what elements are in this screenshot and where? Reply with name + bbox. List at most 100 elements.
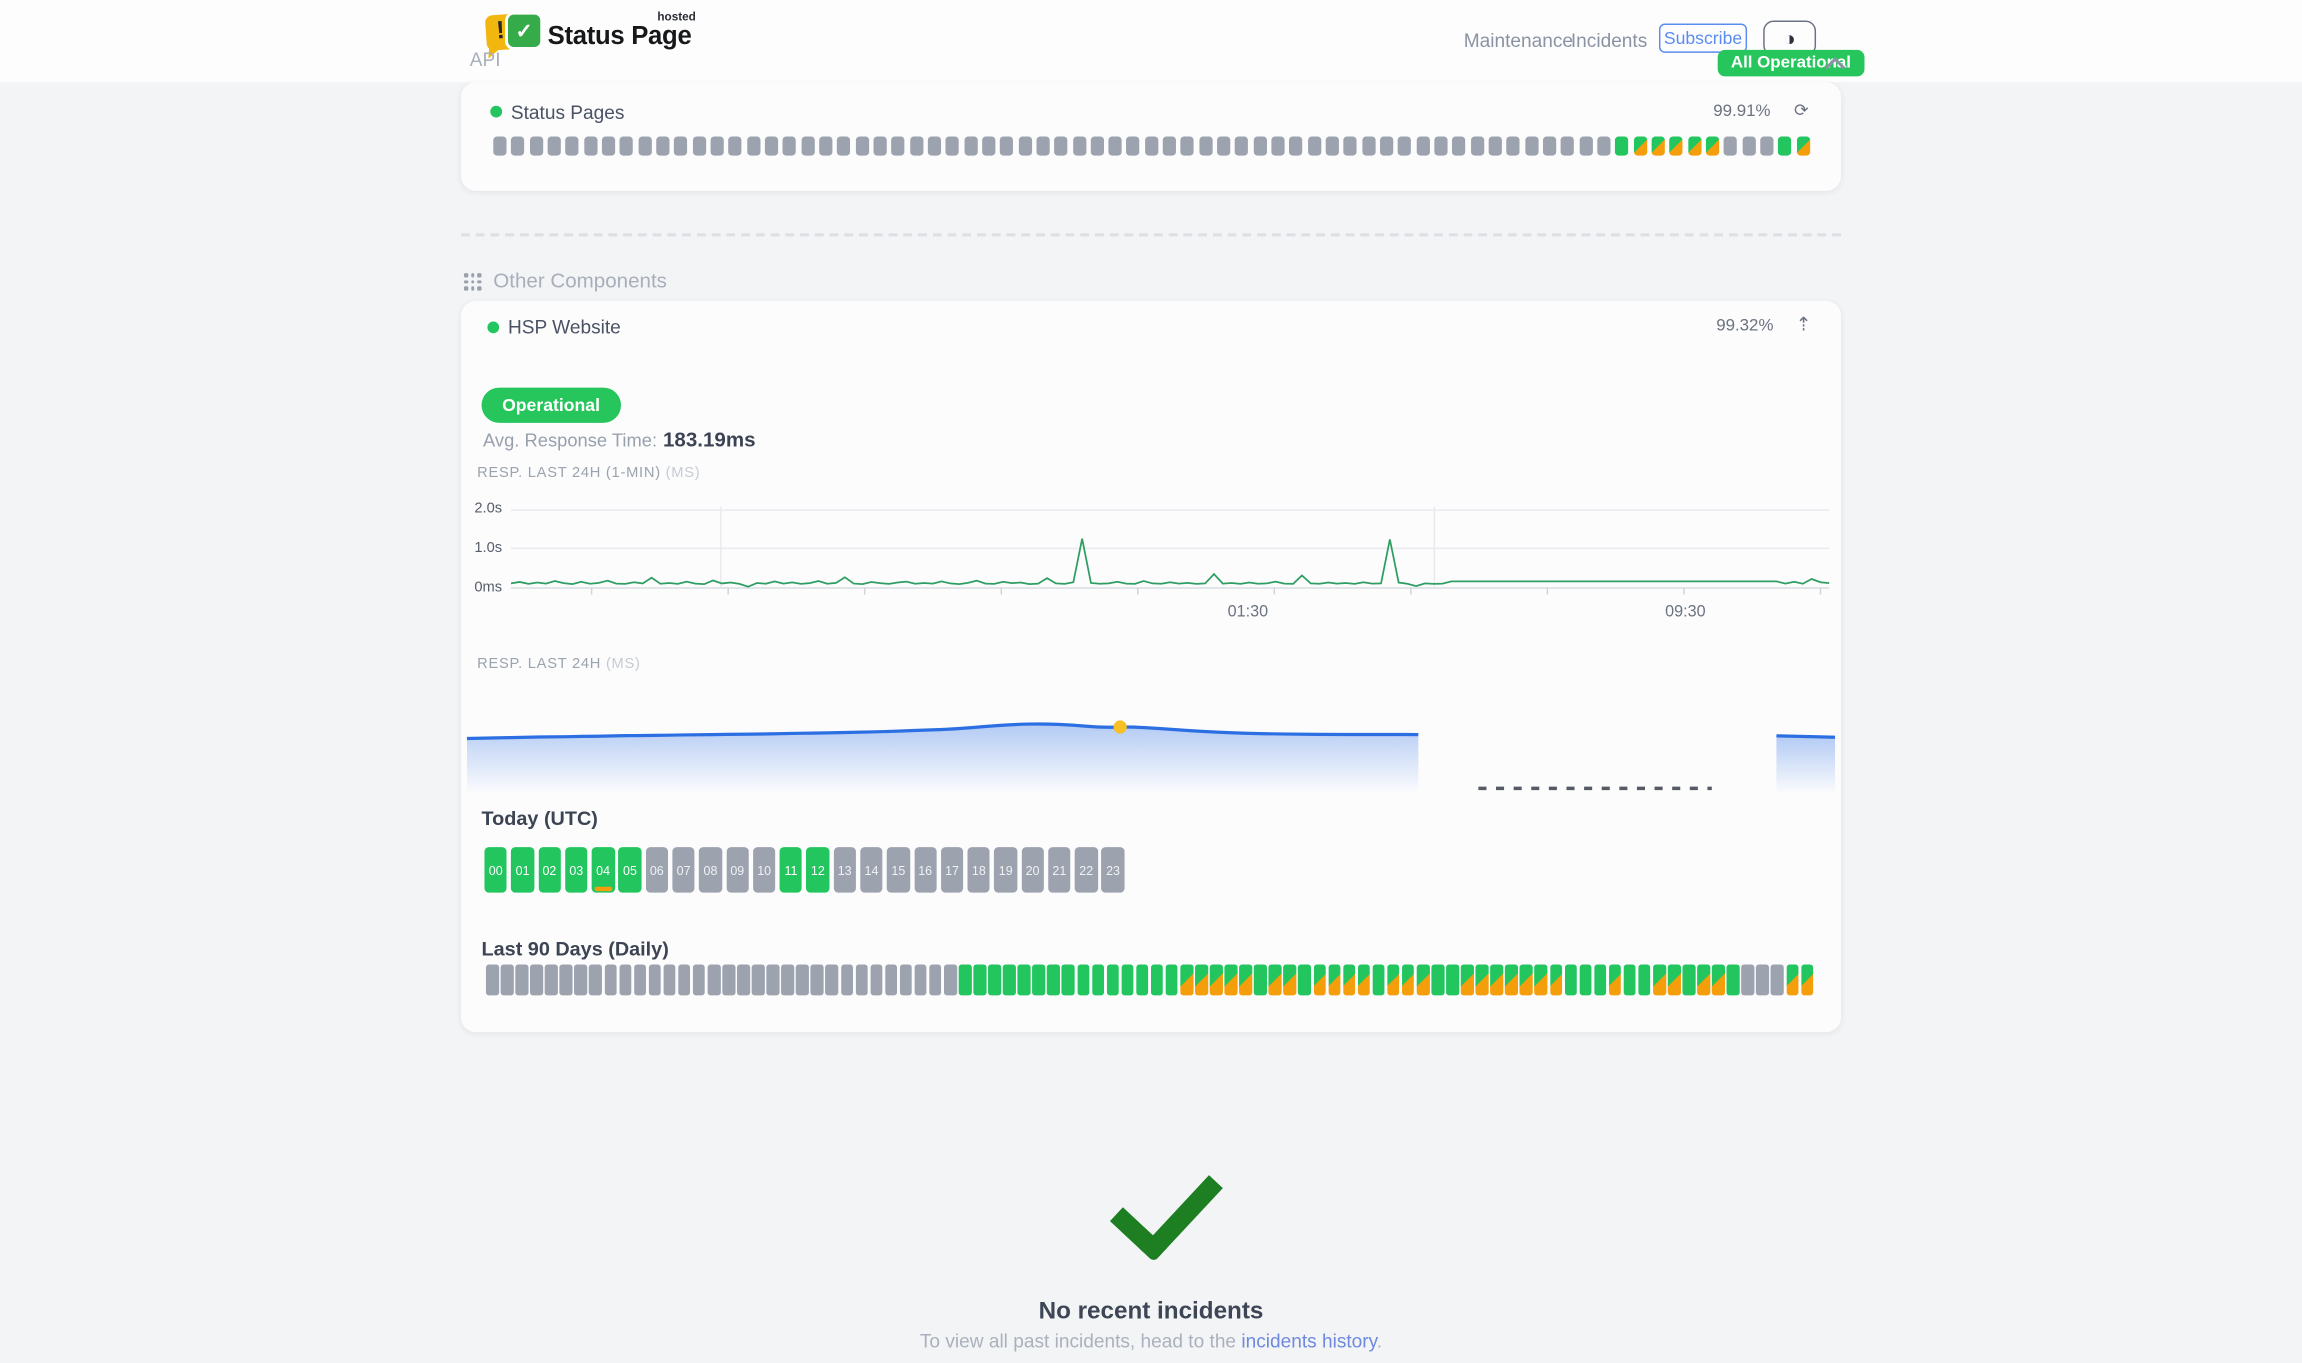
day-block[interactable] bbox=[1490, 964, 1504, 996]
hour-block-18[interactable]: 18 bbox=[967, 847, 991, 893]
uptime-bar[interactable] bbox=[692, 136, 706, 156]
hour-block-14[interactable]: 14 bbox=[860, 847, 883, 893]
day-block[interactable] bbox=[1401, 964, 1415, 996]
uptime-bar[interactable] bbox=[619, 136, 634, 156]
day-block[interactable] bbox=[1564, 964, 1577, 996]
nav-link-incidents[interactable]: Incidents bbox=[1570, 29, 1648, 52]
uptime-bar[interactable] bbox=[1253, 136, 1267, 156]
uptime-bar[interactable] bbox=[963, 136, 978, 156]
uptime-bar[interactable] bbox=[674, 136, 688, 156]
day-block[interactable] bbox=[914, 964, 927, 996]
day-block[interactable] bbox=[692, 964, 706, 996]
hour-block-11[interactable]: 11 bbox=[779, 847, 803, 893]
uptime-bar[interactable] bbox=[493, 136, 507, 156]
day-block[interactable] bbox=[677, 964, 691, 996]
day-block[interactable] bbox=[1062, 964, 1075, 996]
day-block[interactable] bbox=[1549, 964, 1563, 996]
uptime-bar[interactable] bbox=[1506, 136, 1521, 156]
day-block[interactable] bbox=[1800, 964, 1814, 996]
day-block[interactable] bbox=[1682, 964, 1696, 996]
day-block[interactable] bbox=[1268, 964, 1282, 996]
uptime-bar[interactable] bbox=[1760, 136, 1774, 156]
day-block[interactable] bbox=[1697, 964, 1710, 996]
day-block[interactable] bbox=[1283, 964, 1297, 996]
day-block[interactable] bbox=[722, 964, 735, 996]
day-block[interactable] bbox=[663, 964, 676, 996]
day-block[interactable] bbox=[1475, 964, 1489, 996]
day-block[interactable] bbox=[574, 964, 588, 996]
day-block[interactable] bbox=[1771, 964, 1784, 996]
uptime-bar[interactable] bbox=[1000, 136, 1014, 156]
uptime-bar[interactable] bbox=[1416, 136, 1430, 156]
arrow-up-icon[interactable]: ⇡ bbox=[1795, 312, 1812, 335]
day-block[interactable] bbox=[766, 964, 780, 996]
day-block[interactable] bbox=[1239, 964, 1252, 996]
uptime-bar[interactable] bbox=[710, 136, 724, 156]
day-block[interactable] bbox=[810, 964, 824, 996]
day-block[interactable] bbox=[545, 964, 558, 996]
uptime-bar[interactable] bbox=[1669, 136, 1683, 156]
uptime-bar[interactable] bbox=[1488, 136, 1502, 156]
uptime-bar[interactable] bbox=[1018, 136, 1032, 156]
uptime-bar[interactable] bbox=[981, 136, 996, 156]
day-block[interactable] bbox=[1653, 964, 1666, 996]
uptime-bar[interactable] bbox=[891, 136, 905, 156]
uptime-bar[interactable] bbox=[565, 136, 579, 156]
uptime-bar[interactable] bbox=[1434, 136, 1448, 156]
day-block[interactable] bbox=[1534, 964, 1548, 996]
incidents-history-link[interactable]: incidents history bbox=[1241, 1330, 1377, 1353]
hour-block-09[interactable]: 09 bbox=[726, 847, 749, 893]
uptime-bar[interactable] bbox=[1778, 136, 1792, 156]
day-block[interactable] bbox=[1106, 964, 1120, 996]
uptime-bar[interactable] bbox=[1633, 136, 1647, 156]
hour-block-12[interactable]: 12 bbox=[806, 847, 830, 893]
day-block[interactable] bbox=[1327, 964, 1341, 996]
uptime-bar[interactable] bbox=[1470, 136, 1484, 156]
uptime-bar[interactable] bbox=[1524, 136, 1539, 156]
day-block[interactable] bbox=[737, 964, 750, 996]
response-chart-24h[interactable] bbox=[466, 686, 1836, 808]
day-block[interactable] bbox=[1667, 964, 1681, 996]
uptime-bar[interactable] bbox=[583, 136, 597, 156]
day-block[interactable] bbox=[633, 964, 647, 996]
day-block[interactable] bbox=[973, 964, 987, 996]
day-block[interactable] bbox=[1017, 964, 1031, 996]
uptime-bar[interactable] bbox=[1199, 136, 1213, 156]
uptime-bar[interactable] bbox=[1742, 136, 1756, 156]
uptime-bar[interactable] bbox=[764, 136, 778, 156]
day-block[interactable] bbox=[840, 964, 854, 996]
day-block[interactable] bbox=[988, 964, 1001, 996]
day-block[interactable] bbox=[1313, 964, 1326, 996]
day-block[interactable] bbox=[1002, 964, 1016, 996]
uptime-bar[interactable] bbox=[819, 136, 833, 156]
day-block[interactable] bbox=[1520, 964, 1533, 996]
uptime-bar[interactable] bbox=[1235, 136, 1249, 156]
uptime-bar[interactable] bbox=[1579, 136, 1593, 156]
day-block[interactable] bbox=[943, 964, 957, 996]
day-block[interactable] bbox=[1372, 964, 1385, 996]
uptime-bar[interactable] bbox=[746, 136, 760, 156]
day-block[interactable] bbox=[1387, 964, 1400, 996]
uptime-bar[interactable] bbox=[601, 136, 616, 156]
uptime-bar[interactable] bbox=[1072, 136, 1086, 156]
day-block[interactable] bbox=[884, 964, 898, 996]
day-block[interactable] bbox=[781, 964, 795, 996]
uptime-bar[interactable] bbox=[1181, 136, 1195, 156]
uptime-bar[interactable] bbox=[1126, 136, 1140, 156]
uptime-bar[interactable] bbox=[1307, 136, 1321, 156]
uptime-bar[interactable] bbox=[1687, 136, 1702, 156]
hour-block-07[interactable]: 07 bbox=[672, 847, 695, 893]
day-block[interactable] bbox=[1047, 964, 1060, 996]
day-block[interactable] bbox=[500, 964, 514, 996]
day-block[interactable] bbox=[1446, 964, 1459, 996]
uptime-bar[interactable] bbox=[1651, 136, 1665, 156]
day-block[interactable] bbox=[751, 964, 765, 996]
day-block[interactable] bbox=[1209, 964, 1223, 996]
uptime-bar[interactable] bbox=[529, 136, 543, 156]
hour-block-17[interactable]: 17 bbox=[940, 847, 964, 893]
uptime-bar[interactable] bbox=[1036, 136, 1050, 156]
uptime-bar[interactable] bbox=[511, 136, 525, 156]
day-block[interactable] bbox=[604, 964, 617, 996]
uptime-bar[interactable] bbox=[1108, 136, 1122, 156]
hour-block-19[interactable]: 19 bbox=[994, 847, 1018, 893]
